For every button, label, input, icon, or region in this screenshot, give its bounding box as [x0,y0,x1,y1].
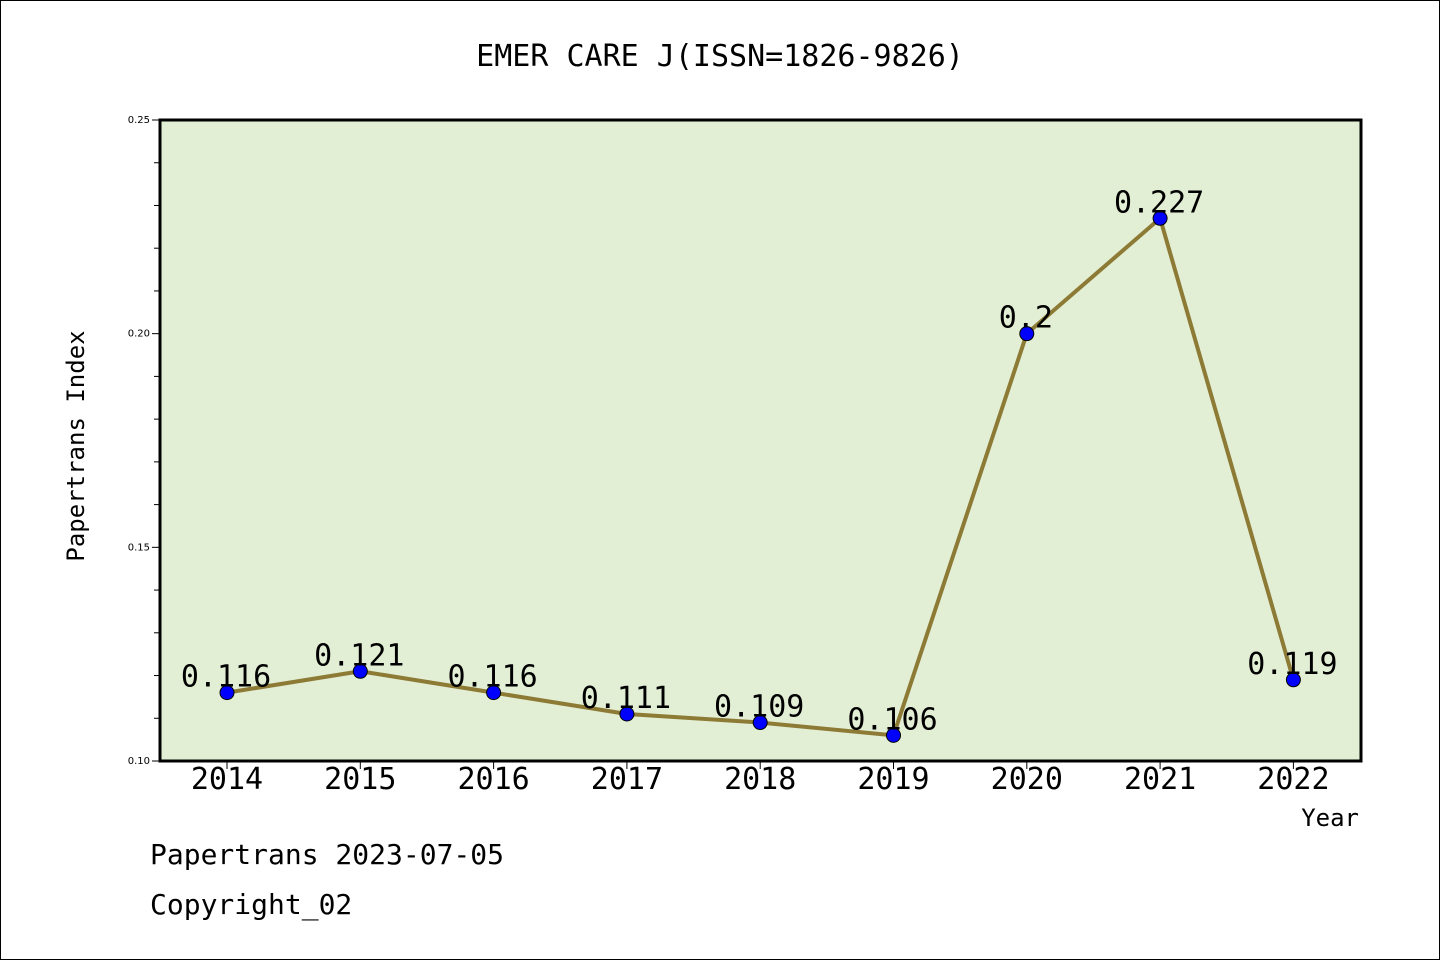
data-point [352,663,368,679]
data-point [1285,672,1301,688]
data-label: 0.121 [314,638,404,673]
x-tick-label: 2018 [724,762,796,797]
y-axis-label: Papertrans Index [62,330,90,561]
data-label: 0.106 [847,702,937,737]
data-point [752,715,768,731]
x-tick-label: 2016 [457,762,529,797]
x-axis: 2014 2015 2016 2017 2018 2019 2020 2021 2022 [191,761,1330,797]
y-tick-label: 0.10 [128,756,150,767]
data-point [486,685,502,701]
x-tick-label: 2017 [591,762,663,797]
y-tick-label: 0.25 [128,115,150,126]
footer-date: Papertrans 2023-07-05 [150,838,504,871]
data-labels: 0.116 0.121 0.116 0.111 0.109 0.106 0.2 0.227 0.… [181,185,1338,737]
y-tick-label: 0.15 [128,542,150,553]
y-tick-label: 0.20 [128,329,150,340]
plot-border [158,118,1363,763]
data-point [1152,210,1168,226]
data-point [886,727,901,743]
chart-title: EMER CARE J(ISSN=1826-9826) [476,39,964,74]
data-label: 0.116 [181,660,271,695]
x-tick-label: 2015 [324,762,396,797]
data-label: 0.116 [447,660,537,695]
data-label: 0.109 [714,690,804,725]
y-axis: 0.10 0.15 0.20 0.25 [128,115,160,767]
x-tick-label: 2022 [1257,762,1329,797]
footer-copyright: Copyright_02 [150,888,352,922]
data-point [219,685,235,701]
x-axis-label: Year [1301,804,1359,832]
x-tick-label: 2021 [1124,762,1196,797]
x-tick-label: 2020 [991,762,1063,797]
x-tick-label: 2014 [191,762,263,797]
data-label: 0.2 [999,301,1053,336]
data-point [619,706,635,722]
data-points [219,210,1301,743]
data-label: 0.111 [581,681,671,716]
data-point [1019,326,1035,342]
data-label: 0.119 [1247,647,1337,682]
data-label: 0.227 [1114,185,1204,220]
x-tick-label: 2019 [857,762,929,797]
